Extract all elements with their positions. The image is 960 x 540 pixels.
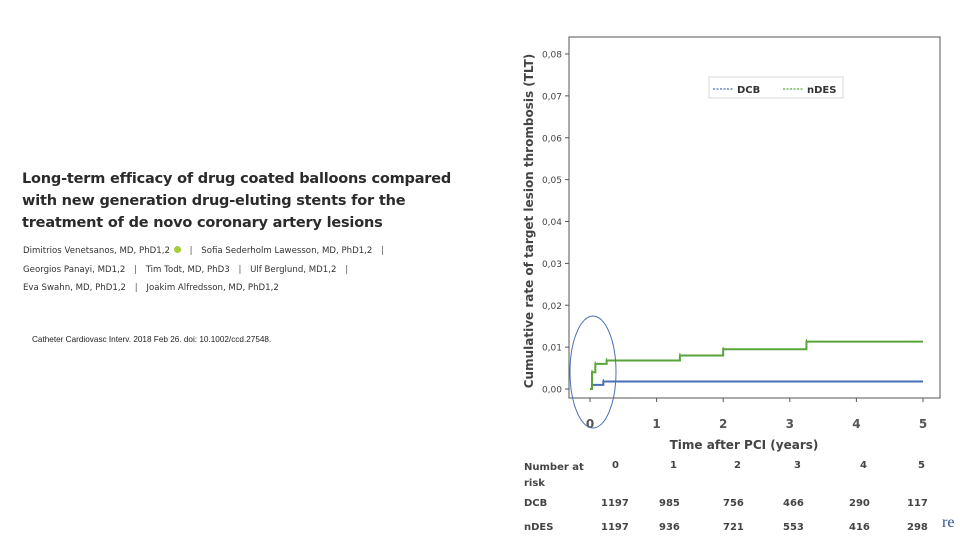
risk-row-label: DCB [524,498,548,509]
author-list: Dimitrios Venetsanos, MD, PhD1,2 | Sofia… [23,242,453,298]
y-tick-label: 0,07 [542,92,562,102]
x-tick-label: 0 [586,417,594,431]
author-name: Georgios Panayi, MD1,2 [23,264,126,275]
author-name: Eva Swahn, MD, PhD1,2 [23,283,127,293]
orcid-icon[interactable] [173,246,181,253]
author-name: Joakim Alfredsson, MD, PhD1,2 [146,283,279,293]
author-line: Eva Swahn, MD, PhD1,2 | Joakim Alfredsso… [23,279,453,298]
risk-row-label: nDES [524,522,554,533]
y-tick-label: 0,08 [542,51,562,61]
risk-value: 985 [659,498,680,509]
x-tick-label: 1 [652,417,660,431]
risk-timepoint: 2 [734,460,741,471]
y-tick-label: 0,03 [542,260,562,270]
series-line-ndes [590,340,923,390]
paper-title: Long-term efficacy of drug coated balloo… [22,171,452,231]
x-tick-label: 2 [719,417,727,431]
author-line: Georgios Panayi, MD1,2 | Tim Todt, MD, P… [23,261,453,280]
risk-value: 756 [723,498,744,509]
author-name: Tim Todt, MD, PhD3 [145,264,230,275]
legend-label-dcb: DCB [737,85,760,96]
author-separator: | [238,264,242,275]
y-tick-label: 0,00 [542,386,562,396]
risk-value: 416 [849,522,870,533]
y-tick-label: 0,06 [542,134,562,144]
author-name: Sofia Sederholm Lawesson, MD, PhD1,2 [201,246,373,256]
citation: Catheter Cardiovasc Interv. 2018 Feb 26.… [32,335,272,344]
y-tick-label: 0,01 [542,344,562,354]
risk-timepoint: 3 [794,460,801,471]
risk-value: 290 [849,498,870,509]
y-axis-label: Cumulative rate of target lesion thrombo… [522,54,536,389]
risk-value: 117 [907,498,928,509]
author-name: Dimitrios Venetsanos, MD, PhD1,2 [23,246,170,256]
risk-value: 936 [659,522,680,533]
y-tick-label: 0,05 [542,176,562,186]
risk-timepoint: 0 [612,460,619,471]
risk-timepoint: 4 [860,460,867,471]
x-axis-label: Time after PCI (years) [670,438,819,452]
highlight-ellipse [569,315,617,429]
corner-text: re [942,514,955,531]
risk-value: 553 [783,522,804,533]
legend-box [708,76,844,99]
author-name: Ulf Berglund, MD1,2 [250,264,337,275]
author-line: Dimitrios Venetsanos, MD, PhD1,2 | Sofia… [23,242,453,261]
risk-timepoint: 1 [670,460,677,471]
risk-table-header: Number at risk [524,462,584,489]
risk-value: 1197 [601,522,629,533]
risk-value: 466 [783,498,804,509]
author-separator: | [381,246,385,256]
x-tick-label: 4 [852,417,860,431]
x-tick-label: 5 [919,417,927,431]
author-separator: | [189,246,193,256]
author-separator: | [134,283,138,293]
risk-timepoint: 5 [918,460,925,471]
risk-value: 1197 [601,498,629,509]
x-tick-label: 3 [786,417,794,431]
y-tick-label: 0,04 [542,218,562,228]
risk-value: 298 [907,522,928,533]
legend-label-ndes: nDES [807,85,836,96]
y-tick-label: 0,02 [542,302,562,312]
author-separator: | [134,264,137,275]
risk-value: 721 [723,522,744,533]
author-separator: | [345,264,349,275]
